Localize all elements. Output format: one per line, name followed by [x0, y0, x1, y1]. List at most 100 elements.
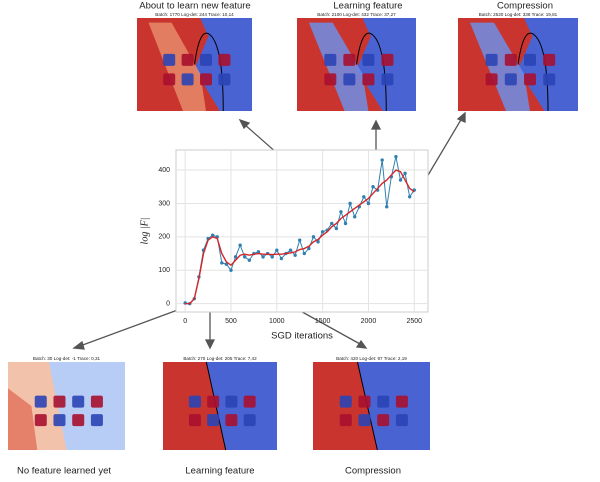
x-tick-label: 1000 — [269, 318, 285, 325]
thumb-cluster — [358, 395, 371, 408]
data-point — [279, 256, 284, 261]
data-point — [316, 240, 320, 244]
thumb-header: Batch: 2520 Log-det: 338 Trace: 19,81 — [479, 12, 558, 17]
data-point — [394, 154, 398, 159]
arrow-head — [72, 340, 85, 350]
thumb-cluster — [90, 395, 103, 408]
thumb-cluster — [53, 395, 66, 408]
thumb-cluster — [381, 53, 394, 66]
thumb-cluster — [324, 53, 337, 66]
thumb-cluster — [485, 73, 498, 86]
thumb-band — [148, 22, 206, 111]
thumb-header: Batch: 1770 Log-det: 244 Trace: 10,14 — [155, 12, 234, 17]
thumb-cluster — [200, 53, 212, 66]
data-point — [334, 226, 339, 231]
data-point — [343, 221, 348, 226]
data-point — [362, 195, 366, 199]
thumb-cluster — [362, 73, 375, 86]
thumb-caption: No feature learned yet — [17, 466, 111, 477]
thumbnail — [297, 18, 416, 112]
data-point — [366, 201, 371, 206]
data-point — [339, 210, 343, 214]
thumb-cluster — [324, 73, 337, 86]
thumb-band — [470, 22, 530, 111]
thumbnail — [8, 362, 125, 450]
thumb-cluster — [218, 73, 231, 86]
thumb-header: Batch: 270 Log-det: 205 Trace: 7,42 — [183, 356, 257, 361]
x-tick-label: 2000 — [361, 318, 377, 325]
arrow — [79, 307, 184, 347]
data-point — [330, 221, 334, 226]
data-point — [224, 262, 229, 266]
thumb-cluster — [339, 414, 352, 427]
thumb-cluster — [504, 53, 517, 66]
data-point — [210, 233, 215, 237]
thumb-cluster — [53, 414, 66, 427]
data-point — [307, 246, 311, 251]
thumb-caption: About to learn new feature — [139, 1, 250, 12]
data-point — [371, 185, 375, 189]
thumb-caption: Learning feature — [333, 1, 402, 12]
data-line — [185, 169, 415, 305]
thumbnail — [163, 361, 277, 451]
x-tick-label: 1500 — [315, 318, 331, 325]
y-tick-label: 200 — [158, 234, 170, 241]
thumb-region — [8, 388, 38, 450]
x-tick-label: 0 — [183, 318, 187, 325]
data-point — [352, 215, 357, 219]
thumb-cluster — [163, 53, 176, 66]
thumb-cluster — [395, 414, 408, 427]
thumb-header: Batch: 420 Log-det: 97 Trace: 2,19 — [336, 356, 407, 361]
thumb-cluster — [200, 73, 212, 86]
y-tick-label: 400 — [158, 167, 170, 174]
data-point — [293, 253, 297, 257]
y-axis-label: log |F| — [139, 218, 150, 245]
thumb-caption: Compression — [497, 1, 553, 12]
thumbnail — [313, 361, 430, 451]
thumb-cluster — [225, 414, 238, 427]
thumb-cluster — [72, 414, 85, 427]
thumb-cluster — [225, 395, 238, 408]
thumb-caption: Compression — [345, 466, 401, 477]
plot-area — [175, 149, 429, 313]
thumb-caption: Learning feature — [185, 466, 254, 477]
thumb-cluster — [188, 414, 201, 427]
thumb-cluster — [543, 73, 556, 86]
thumb-cluster — [34, 414, 47, 427]
thumb-cluster — [395, 395, 408, 408]
thumb-cluster — [362, 53, 375, 66]
y-tick-label: 100 — [158, 267, 170, 274]
thumb-cluster — [72, 395, 85, 408]
data-point — [320, 230, 325, 234]
x-axis-label: SGD iterations — [271, 331, 333, 342]
x-tick-label: 2500 — [406, 318, 422, 325]
thumb-cluster — [188, 395, 201, 408]
thumb-header: Batch: 30 Log-det: -1 Trace: 0,31 — [33, 356, 101, 361]
thumb-cluster — [343, 53, 356, 66]
thumb-band — [308, 22, 369, 111]
thumb-cluster — [524, 73, 536, 86]
thumb-cluster — [163, 73, 176, 86]
data-point — [247, 258, 252, 262]
y-tick-label: 300 — [158, 200, 170, 207]
thumb-cluster — [243, 414, 256, 427]
thumb-cluster — [358, 414, 371, 427]
data-point — [298, 238, 302, 242]
thumb-cluster — [339, 395, 352, 408]
data-point — [302, 251, 306, 256]
data-point — [398, 178, 403, 182]
data-point — [220, 261, 224, 265]
thumb-cluster — [243, 395, 256, 408]
data-point — [233, 255, 238, 259]
data-point — [261, 255, 265, 259]
data-point — [229, 268, 233, 272]
thumb-cluster — [524, 53, 536, 66]
thumbnail — [137, 18, 252, 112]
thumb-cluster — [207, 395, 220, 408]
data-point — [380, 158, 384, 162]
data-point — [407, 195, 412, 199]
thumb-cluster — [543, 53, 556, 66]
thumb-cluster — [90, 414, 103, 427]
thumb-cluster — [377, 414, 390, 427]
